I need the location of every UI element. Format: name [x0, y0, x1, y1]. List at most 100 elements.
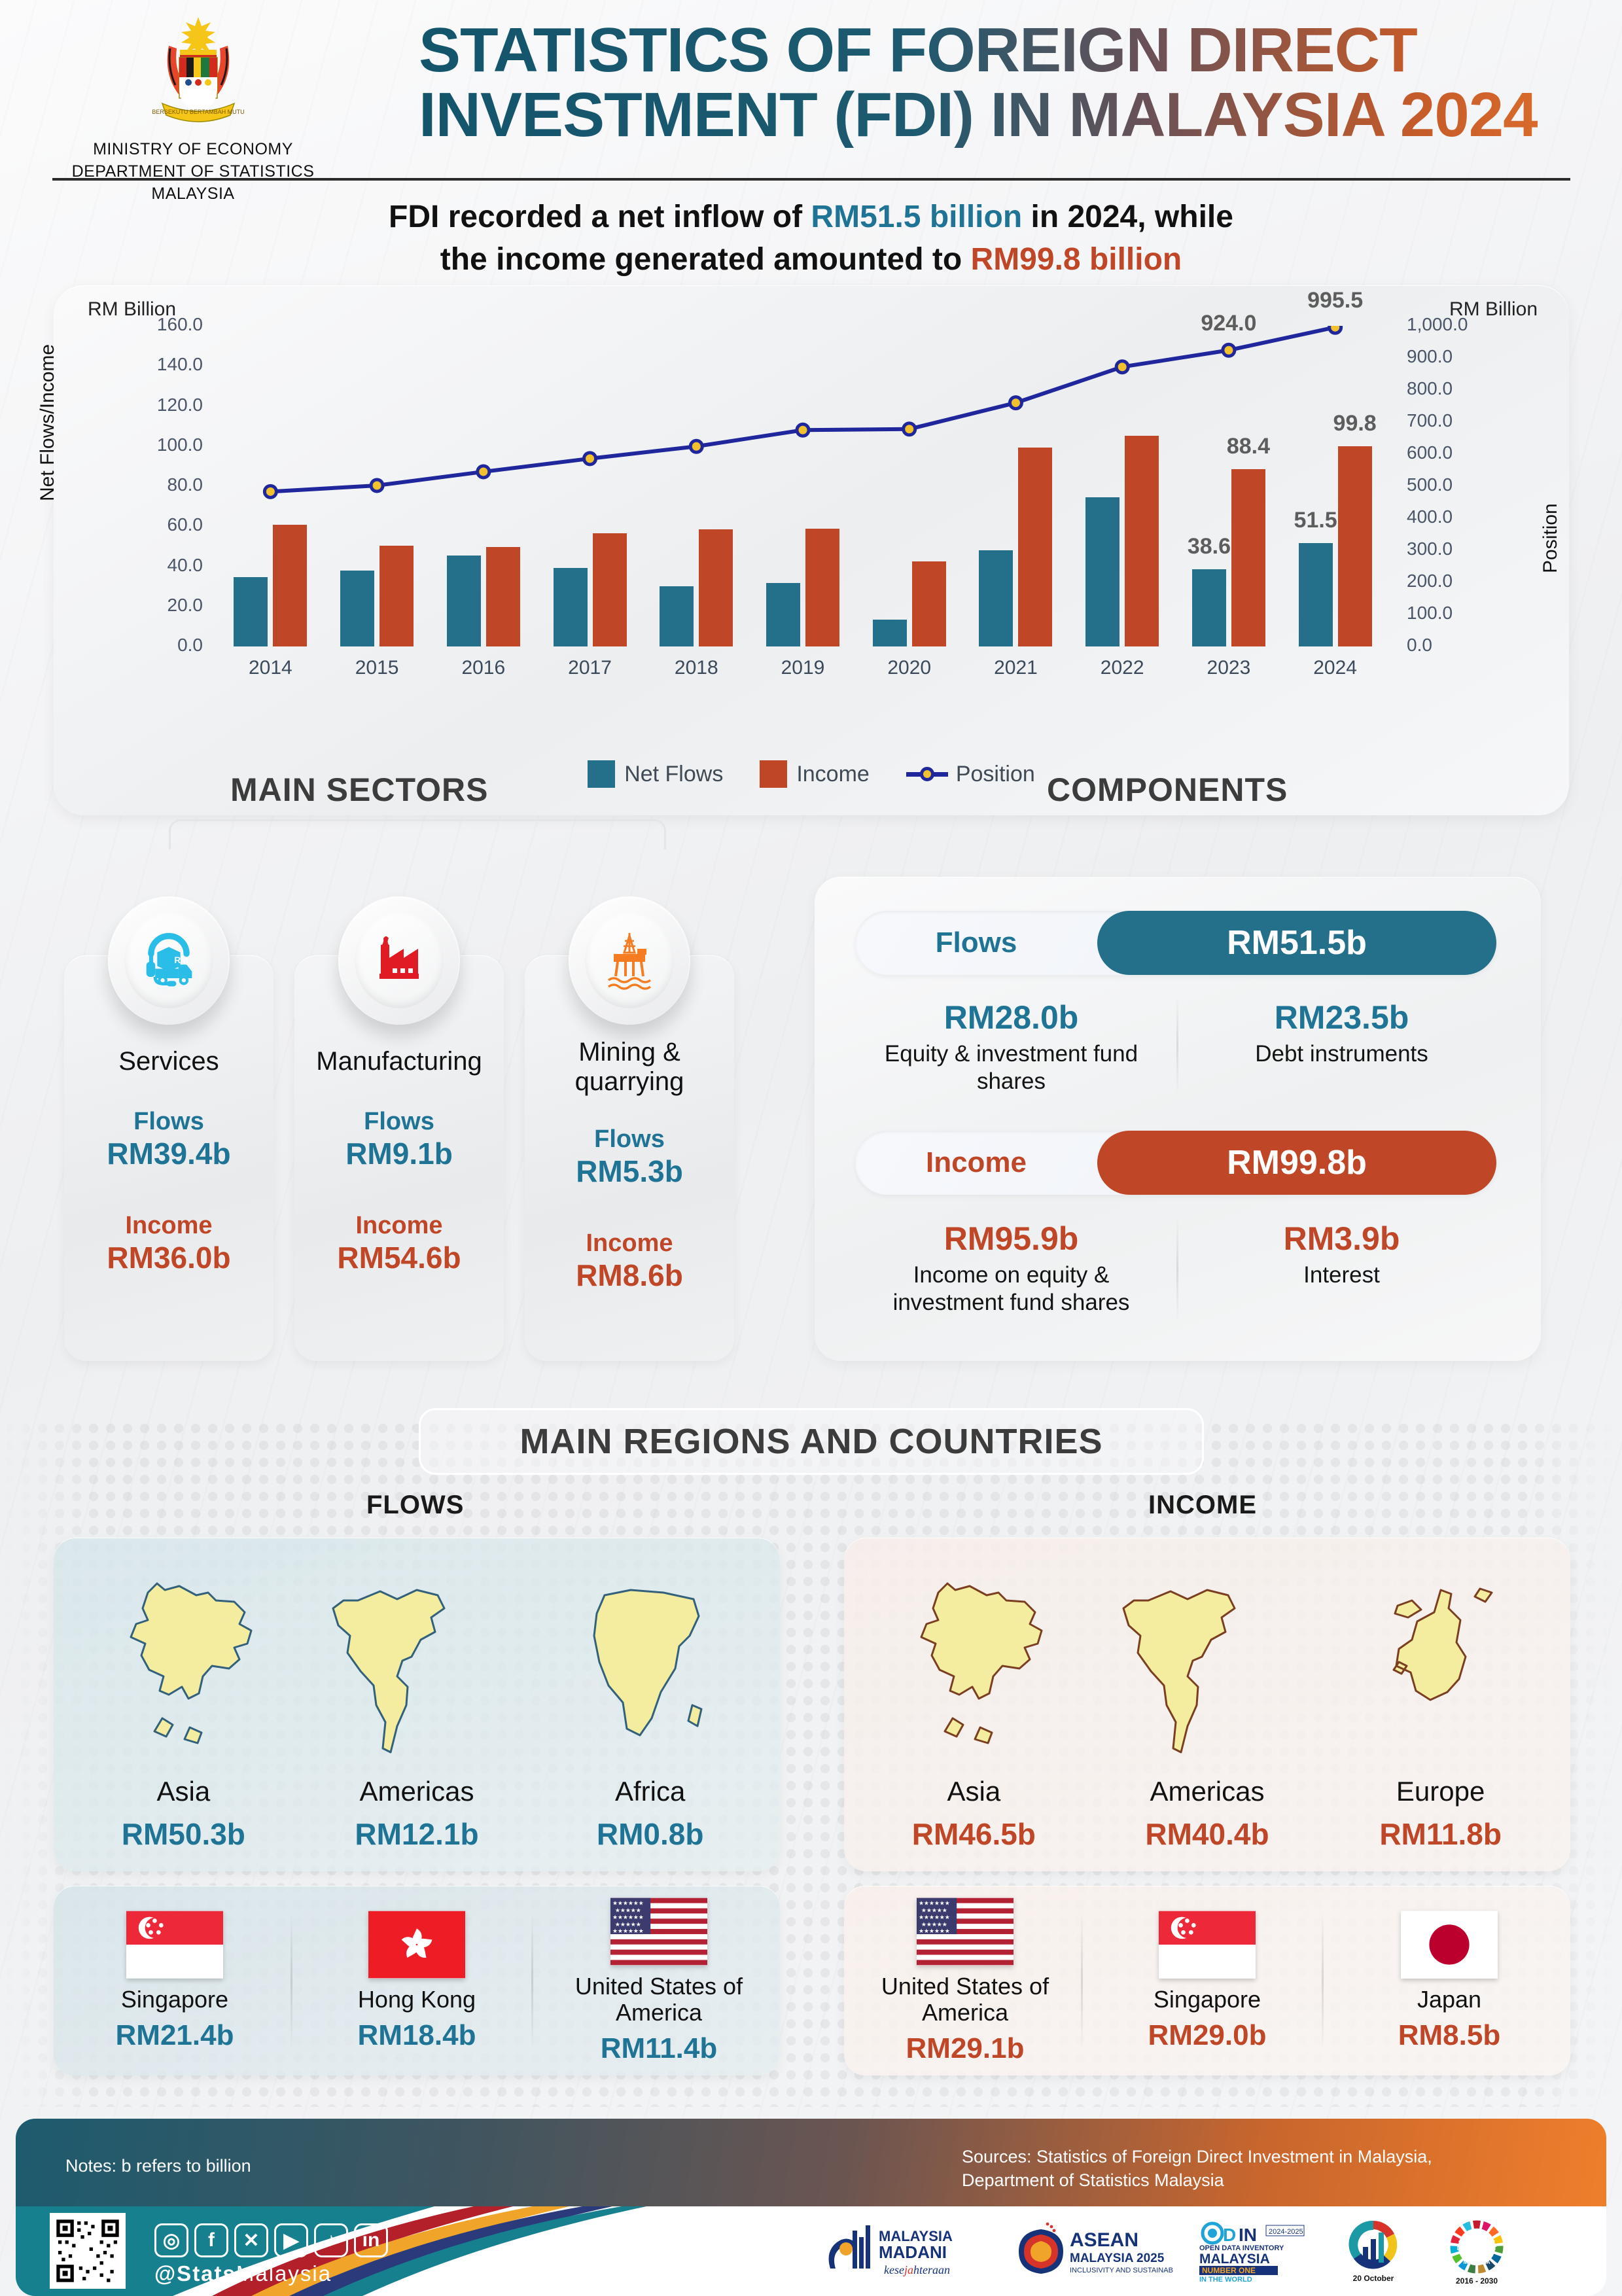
country-value: RM21.4b	[115, 2019, 234, 2051]
sector-flows-value: RM5.3b	[576, 1154, 683, 1188]
svg-text:★★★★★: ★★★★★	[921, 1907, 947, 1914]
position-marker	[1114, 359, 1130, 375]
social-icons[interactable]: ◎ f ✕ ▶ ♪ in	[154, 2223, 388, 2257]
x-axis-tick: 2020	[887, 657, 932, 679]
regions-and-countries-section: MAIN REGIONS AND COUNTRIES FLOWS INCOME …	[0, 1408, 1622, 2107]
region-name: Africa	[614, 1776, 686, 1807]
svg-text:IN: IN	[1239, 2225, 1257, 2245]
svg-text:IN THE WORLD: IN THE WORLD	[1199, 2276, 1252, 2283]
sources-line-1: Sources: Statistics of Foreign Direct In…	[962, 2147, 1432, 2166]
subtitle: FDI recorded a net inflow of RM51.5 bill…	[0, 196, 1622, 281]
left-axis-label: Net Flows/Income	[37, 344, 58, 501]
x-axis-tick: 2015	[355, 657, 399, 679]
right-axis-label: Position	[1540, 503, 1562, 573]
svg-text:GOALS: GOALS	[1464, 2252, 1489, 2259]
country-name: Singapore	[120, 1986, 229, 2013]
bar-income	[1231, 469, 1265, 646]
right-axis-tick: 200.0	[1407, 571, 1453, 591]
svg-text:★★★★★★: ★★★★★★	[919, 1928, 950, 1934]
subtitle-text-2: in 2024, while	[1022, 200, 1233, 234]
sectors-connector	[169, 819, 666, 849]
footer-notes: Notes: b refers to billion	[65, 2156, 251, 2176]
header: BERSEKUTU BERTAMBAH MUTU MINISTRY OF ECO…	[0, 0, 1622, 203]
svg-text:MADANI: MADANI	[879, 2242, 947, 2262]
components-income-label: Income	[925, 1146, 1027, 1178]
components-flows-divider	[1176, 996, 1178, 1094]
income-section-label: INCOME	[1148, 1491, 1257, 1519]
asia-map	[866, 1570, 1082, 1767]
japan-flag	[1401, 1911, 1498, 1979]
right-axis-tick: 0.0	[1407, 635, 1432, 655]
sector-income-value: RM36.0b	[107, 1240, 231, 1275]
sector-income-value: RM8.6b	[576, 1258, 683, 1292]
data-label-position: 924.0	[1201, 311, 1257, 336]
position-marker	[369, 478, 385, 493]
youtube-icon[interactable]: ▶	[274, 2223, 308, 2257]
factory-icon	[338, 896, 460, 1025]
sector-flows-label: Flows	[364, 1107, 434, 1135]
facebook-icon[interactable]: f	[194, 2223, 228, 2257]
country-value: RM8.5b	[1398, 2019, 1501, 2051]
country-item: ★★★★★★ ★★★★★ ★★★★★★ ★★★★★ ★★★★★★ United Stat…	[857, 1896, 1073, 2064]
linkedin-icon[interactable]: in	[354, 2223, 388, 2257]
x-axis-tick: 2014	[248, 657, 292, 679]
position-marker	[1221, 342, 1237, 358]
subtitle-text-1: FDI recorded a net inflow of	[389, 200, 811, 234]
country-value: RM18.4b	[357, 2019, 476, 2051]
fdi-chart: RM Billion RM Billion Net Flows/Income P…	[37, 285, 1569, 815]
country-divider	[1081, 1912, 1083, 2049]
malaysia-madani-logo: MALAYSIA MADANI kesejahteraan	[828, 2225, 953, 2276]
x-icon[interactable]: ✕	[234, 2223, 268, 2257]
country-item: Hong Kong RM18.4b	[309, 1909, 525, 2052]
qr-code[interactable]	[50, 2213, 126, 2289]
component-desc: Interest	[1303, 1262, 1380, 1288]
sources-line-2: Department of Statistics Malaysia	[962, 2170, 1224, 2191]
components-income-total: RM99.8b	[1097, 1131, 1496, 1195]
bar-net-flows	[1085, 497, 1120, 646]
bar-income	[592, 533, 627, 646]
country-name: Hong Kong	[357, 1986, 476, 2013]
footer-sources: Sources: Statistics of Foreign Direct In…	[962, 2145, 1432, 2193]
regions-heading-banner: MAIN REGIONS AND COUNTRIES	[419, 1408, 1204, 1475]
flows-regions-card: Asia RM50.3b Americas RM12.1b Africa RM0…	[54, 1538, 780, 1871]
region-item: Asia RM50.3b	[75, 1570, 291, 1852]
country-name: United States of America	[574, 1973, 743, 2026]
bar-net-flows	[872, 619, 907, 646]
svg-text:MALAYSIA: MALAYSIA	[1199, 2252, 1270, 2267]
legend-swatch-net-flows	[588, 760, 616, 788]
sector-card-mining-quarrying: Mining & quarrying Flows RM5.3b Income R…	[525, 954, 734, 1361]
country-value: RM29.0b	[1148, 2019, 1267, 2051]
country-item: ★★★★★★ ★★★★★ ★★★★★★ ★★★★★ ★★★★★★ United Stat…	[551, 1896, 767, 2064]
components-flows-label: Flows	[935, 927, 1017, 959]
bar-income	[273, 525, 308, 646]
x-axis-tick: 2019	[781, 657, 825, 679]
oil-rig-icon	[569, 896, 690, 1025]
left-axis-unit: RM Billion	[88, 298, 177, 320]
country-name: United States of America	[881, 1973, 1049, 2026]
partner-logos: MALAYSIA MADANI kesejahteraan ASEAN MALA…	[821, 2209, 1567, 2294]
right-axis-tick: 900.0	[1407, 346, 1453, 366]
subtitle-value-income: RM99.8 billion	[970, 241, 1182, 277]
region-item: Americas RM40.4b	[1099, 1570, 1315, 1852]
tiktok-icon[interactable]: ♪	[314, 2223, 348, 2257]
components-income-split: RM95.9b Income on equity & investment fu…	[846, 1220, 1507, 1316]
chart-plot-area: 0.0 20.0 40.0 60.0 80.0 100.0 120.0 140.0 160.0 0…	[157, 288, 1468, 679]
singapore-flag	[1159, 1911, 1256, 1979]
hari-statistik-negara-logo: 20 October	[1349, 2220, 1398, 2283]
usa-flag: ★★★★★★★★★★★★★★★★★★★★★★★★★★★★	[610, 1898, 707, 1966]
position-marker	[476, 464, 491, 480]
position-marker	[795, 422, 811, 438]
instagram-icon[interactable]: ◎	[154, 2223, 188, 2257]
country-value: RM29.1b	[906, 2032, 1025, 2064]
country-divider	[291, 1912, 292, 2049]
x-axis-tick: 2018	[674, 657, 718, 679]
country-divider	[1322, 1912, 1324, 2049]
components-heading: COMPONENTS	[1047, 771, 1288, 808]
data-label-income: 88.4	[1226, 434, 1270, 459]
bar-net-flows	[979, 550, 1014, 646]
region-item: Americas RM12.1b	[309, 1570, 525, 1852]
position-marker	[1328, 326, 1343, 335]
right-axis-tick: 700.0	[1407, 410, 1453, 431]
oil-rig-glyph	[607, 932, 652, 990]
svg-text:★★★★★★: ★★★★★★	[612, 1928, 644, 1934]
